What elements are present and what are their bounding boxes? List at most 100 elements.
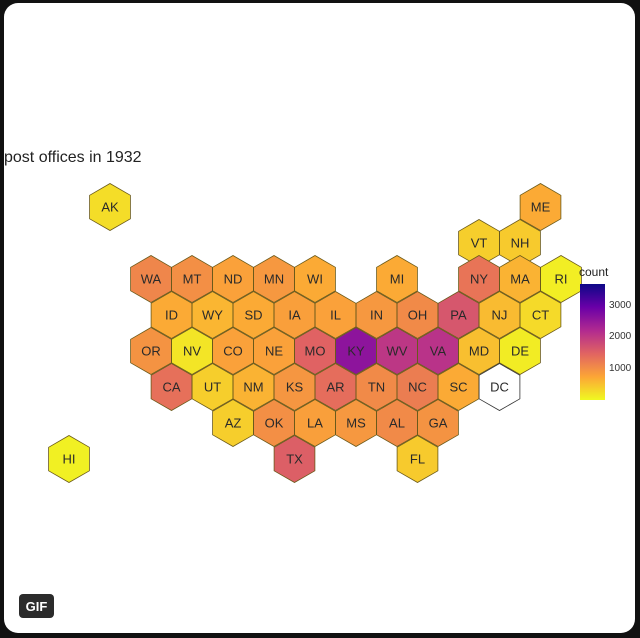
state-hex-ky: KY — [335, 327, 377, 375]
state-label: NH — [511, 236, 530, 251]
state-label: ME — [531, 200, 551, 215]
state-hex-nj: NJ — [478, 291, 521, 339]
state-label: WA — [141, 272, 162, 287]
state-hex-sc: SC — [437, 363, 480, 411]
state-hex-shape — [417, 399, 459, 447]
state-hex-shape — [478, 363, 521, 411]
state-label: MS — [346, 416, 366, 431]
state-label: NC — [408, 380, 427, 395]
chart-frame: post offices in 1932 AK ME VT NH WA MT ND MN WI M… — [4, 3, 635, 633]
state-hex-shape — [519, 291, 562, 339]
state-hex-dc: DC — [478, 363, 521, 411]
state-label: MA — [510, 272, 530, 287]
state-hex-nc: NC — [396, 363, 439, 411]
legend-colorbar — [580, 284, 605, 400]
gif-badge[interactable]: GIF — [19, 594, 54, 618]
state-hex-ri: RI — [540, 255, 582, 303]
state-hex-oh: OH — [396, 291, 439, 339]
state-hex-ny: NY — [458, 255, 500, 303]
state-label: FL — [410, 452, 425, 467]
state-hex-shape — [499, 327, 541, 375]
state-label: KS — [286, 380, 304, 395]
state-hex-shape — [519, 183, 562, 231]
state-hex-shape — [540, 255, 582, 303]
state-hex-mt: MT — [171, 255, 213, 303]
state-hex-wi: WI — [294, 255, 336, 303]
state-label: OH — [408, 308, 428, 323]
state-hex-tx: TX — [273, 435, 316, 483]
state-hex-pa: PA — [437, 291, 480, 339]
state-hex-al: AL — [376, 399, 418, 447]
state-hex-nh: NH — [499, 219, 541, 267]
state-label: AK — [101, 200, 119, 215]
state-hex-de: DE — [499, 327, 541, 375]
state-label: HI — [63, 452, 76, 467]
state-label: IA — [288, 308, 301, 323]
state-hex-nd: ND — [212, 255, 254, 303]
legend-tick-label: 1000 — [609, 362, 632, 374]
state-label: VT — [471, 236, 488, 251]
state-label: TX — [286, 452, 303, 467]
state-label: NE — [265, 344, 283, 359]
state-label: GA — [429, 416, 448, 431]
state-label: ND — [224, 272, 243, 287]
state-hex-shape — [48, 435, 90, 483]
state-hex-shape — [89, 183, 131, 231]
state-hex-shape — [396, 435, 439, 483]
state-hex-ak: AK — [89, 183, 131, 231]
state-label: MT — [183, 272, 202, 287]
state-hex-ct: CT — [519, 291, 562, 339]
state-label: DC — [490, 380, 509, 395]
state-hex-me: ME — [519, 183, 562, 231]
state-hex-la: LA — [294, 399, 336, 447]
state-label: ID — [165, 308, 178, 323]
state-label: IN — [370, 308, 383, 323]
state-label: NY — [470, 272, 488, 287]
state-label: MD — [469, 344, 489, 359]
state-label: RI — [555, 272, 568, 287]
hex-tile-map: AK ME VT NH WA MT ND MN WI MI NY MA RI ID WY SD IA IL IN OH… — [48, 183, 582, 483]
state-hex-id: ID — [150, 291, 193, 339]
state-hex-fl: FL — [396, 435, 439, 483]
state-label: TN — [368, 380, 385, 395]
state-label: SC — [449, 380, 467, 395]
state-label: AZ — [225, 416, 242, 431]
state-hex-wy: WY — [191, 291, 234, 339]
legend-tick-label: 2000 — [609, 331, 632, 343]
chart-title: post offices in 1932 — [4, 149, 142, 166]
state-hex-shape — [273, 435, 316, 483]
state-hex-ne: NE — [253, 327, 295, 375]
state-label: PA — [450, 308, 467, 323]
state-hex-az: AZ — [212, 399, 254, 447]
state-label: WV — [387, 344, 408, 359]
state-label: OR — [141, 344, 161, 359]
state-hex-in: IN — [355, 291, 398, 339]
state-label: CA — [162, 380, 180, 395]
state-hex-hi: HI — [48, 435, 90, 483]
state-hex-ok: OK — [253, 399, 295, 447]
state-label: NM — [243, 380, 263, 395]
state-label: NV — [183, 344, 201, 359]
state-label: MO — [305, 344, 326, 359]
legend-tick-label: 3000 — [609, 299, 632, 311]
state-hex-wv: WV — [376, 327, 418, 375]
state-hex-mi: MI — [376, 255, 418, 303]
state-label: OK — [265, 416, 284, 431]
state-hex-ga: GA — [417, 399, 459, 447]
state-label: UT — [204, 380, 221, 395]
state-label: MN — [264, 272, 284, 287]
state-hex-shape — [294, 255, 336, 303]
state-hex-nm: NM — [232, 363, 275, 411]
state-label: AR — [326, 380, 344, 395]
state-label: AL — [389, 416, 405, 431]
state-label: WI — [307, 272, 323, 287]
state-hex-mo: MO — [294, 327, 336, 375]
state-hex-wa: WA — [130, 255, 172, 303]
state-label: MI — [390, 272, 404, 287]
state-hex-mn: MN — [253, 255, 295, 303]
legend-title: count — [579, 265, 609, 279]
state-hex-ms: MS — [335, 399, 377, 447]
state-hex-vt: VT — [458, 219, 500, 267]
state-label: VA — [430, 344, 447, 359]
state-label: DE — [511, 344, 529, 359]
